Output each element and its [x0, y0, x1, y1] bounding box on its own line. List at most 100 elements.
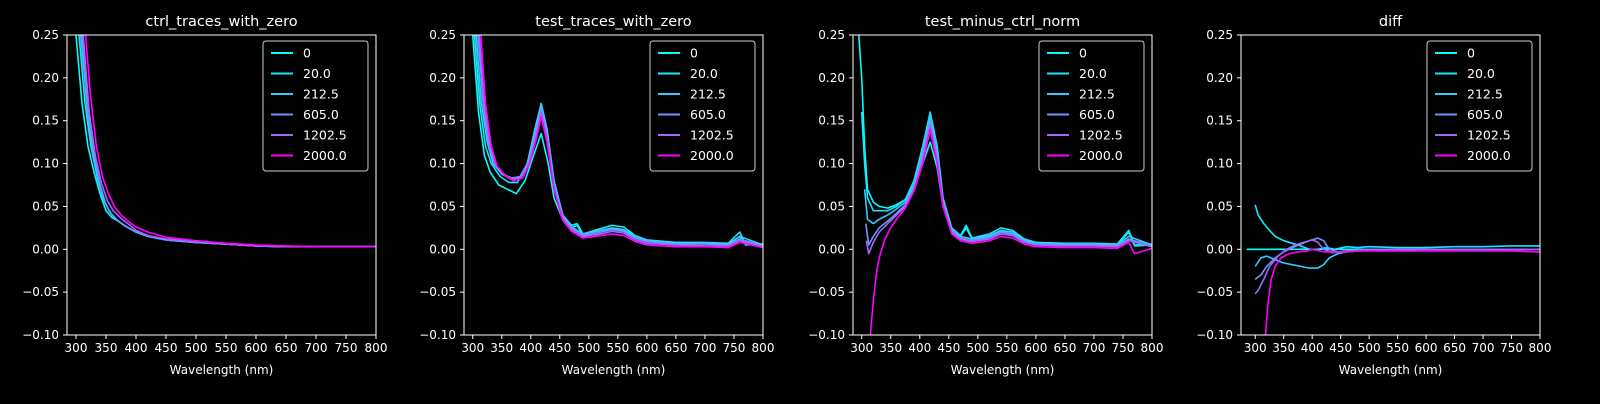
chart-panel-2: 300 350 400 450 500 550 600 650 700 750 800 −0.10 −0…: [808, 14, 1163, 377]
y-tick-label: 0.00: [32, 242, 59, 256]
legend-label: 605.0: [303, 107, 339, 122]
y-tick-label: 0.10: [1206, 157, 1233, 171]
x-tick-label: 600: [635, 341, 658, 355]
x-axis-label: Wavelength (nm): [170, 363, 274, 377]
x-axis-label: Wavelength (nm): [562, 363, 666, 377]
x-tick-label: 650: [664, 341, 687, 355]
y-tick-label: −0.05: [808, 285, 845, 299]
x-tick-label: 350: [879, 341, 902, 355]
x-tick-label: 700: [305, 341, 328, 355]
axes-frame: [66, 34, 377, 336]
legend-label: 212.5: [1079, 87, 1115, 102]
x-tick-label: 400: [1301, 341, 1324, 355]
legend-label: 2000.0: [303, 148, 347, 163]
legend-label: 212.5: [1467, 87, 1503, 102]
legend-label: 20.0: [1467, 66, 1495, 81]
y-tick-label: −0.10: [419, 328, 456, 342]
y-tick-label: −0.05: [1196, 285, 1233, 299]
series-line-1202.5: [1254, 239, 1540, 295]
series-group: [471, 35, 763, 249]
series-line-20.0: [473, 35, 763, 245]
chart-panel-3: 300 350 400 450 500 550 600 650 700 750 800 −0.10 −0…: [1196, 14, 1551, 377]
x-tick-label: 450: [155, 341, 178, 355]
x-tick-label: 400: [908, 341, 931, 355]
x-tick-label: 800: [365, 341, 388, 355]
x-tick-label: 550: [995, 341, 1018, 355]
y-tick-label: 0.10: [429, 157, 456, 171]
y-tick-label: 0.25: [1206, 28, 1233, 42]
series-line-2000.0: [480, 35, 763, 249]
legend: 0 20.0 212.5 605.0 1202.5 2000.0: [1038, 40, 1145, 172]
x-tick-label: 750: [335, 341, 358, 355]
y-tick-label: 0.05: [1206, 199, 1233, 213]
chart-title: test_traces_with_zero: [535, 14, 692, 30]
chart-title: ctrl_traces_with_zero: [145, 14, 297, 30]
legend-label: 212.5: [690, 87, 726, 102]
legend-label: 1202.5: [690, 128, 734, 143]
axes-frame: [1240, 34, 1541, 336]
y-tick-label: 0.15: [429, 114, 456, 128]
x-tick-label: 400: [125, 341, 148, 355]
y-tick-label: −0.10: [22, 328, 59, 342]
legend-label: 20.0: [303, 66, 331, 81]
chart-title: diff: [1379, 14, 1403, 30]
series-line-2000.0: [1264, 248, 1540, 335]
x-tick-label: 700: [693, 341, 716, 355]
y-tick-label: 0.20: [429, 71, 456, 85]
x-tick-label: 750: [1500, 341, 1523, 355]
y-tick-label: 0.10: [818, 157, 845, 171]
x-tick-label: 350: [490, 341, 513, 355]
x-tick-label: 650: [1053, 341, 1076, 355]
y-tick-label: −0.10: [808, 328, 845, 342]
x-tick-label: 600: [1024, 341, 1047, 355]
x-axis-label: Wavelength (nm): [1339, 363, 1443, 377]
x-tick-label: 400: [519, 341, 542, 355]
legend-label: 1202.5: [1079, 128, 1123, 143]
legend-label: 605.0: [1079, 107, 1115, 122]
series-group: [1246, 204, 1540, 335]
legend-label: 0: [303, 46, 311, 61]
x-tick-label: 500: [1358, 341, 1381, 355]
y-tick-label: 0.05: [429, 199, 456, 213]
legend-label: 2000.0: [1079, 148, 1123, 163]
y-tick-label: 0.00: [429, 242, 456, 256]
legend: 0 20.0 212.5 605.0 1202.5 2000.0: [262, 40, 369, 172]
y-tick-label: 0.10: [32, 157, 59, 171]
x-tick-label: 550: [215, 341, 238, 355]
y-tick-label: 0.20: [1206, 71, 1233, 85]
legend-label: 0: [1079, 46, 1087, 61]
chart-panel-0: 300 350 400 450 500 550 600 650 700 750 800 −0.10 −0…: [22, 14, 387, 377]
legend: 0 20.0 212.5 605.0 1202.5 2000.0: [1426, 40, 1533, 172]
series-group: [75, 35, 376, 248]
x-tick-label: 300: [461, 341, 484, 355]
axes-frame: [463, 34, 764, 336]
x-tick-label: 750: [723, 341, 746, 355]
series-line-20.0: [1254, 204, 1540, 251]
legend-label: 20.0: [1079, 66, 1107, 81]
legend-label: 0: [1467, 46, 1475, 61]
y-tick-label: 0.00: [1206, 242, 1233, 256]
x-tick-label: 550: [606, 341, 629, 355]
x-tick-label: 700: [1472, 341, 1495, 355]
y-tick-label: −0.05: [22, 285, 59, 299]
y-tick-label: −0.10: [1196, 328, 1233, 342]
y-tick-label: 0.20: [818, 71, 845, 85]
series-line-2000.0: [84, 35, 376, 248]
x-tick-label: 750: [1112, 341, 1135, 355]
x-tick-label: 650: [275, 341, 298, 355]
legend-label: 2000.0: [690, 148, 734, 163]
legend-label: 605.0: [690, 107, 726, 122]
x-tick-label: 600: [245, 341, 268, 355]
x-tick-label: 450: [1329, 341, 1352, 355]
legend: 0 20.0 212.5 605.0 1202.5 2000.0: [649, 40, 756, 172]
x-tick-label: 300: [1244, 341, 1267, 355]
y-tick-label: 0.25: [429, 28, 456, 42]
legend-label: 20.0: [690, 66, 718, 81]
axes-frame: [852, 34, 1153, 336]
x-tick-label: 800: [1529, 341, 1552, 355]
y-tick-label: 0.05: [818, 199, 845, 213]
x-tick-label: 450: [937, 341, 960, 355]
legend-label: 2000.0: [1467, 148, 1511, 163]
